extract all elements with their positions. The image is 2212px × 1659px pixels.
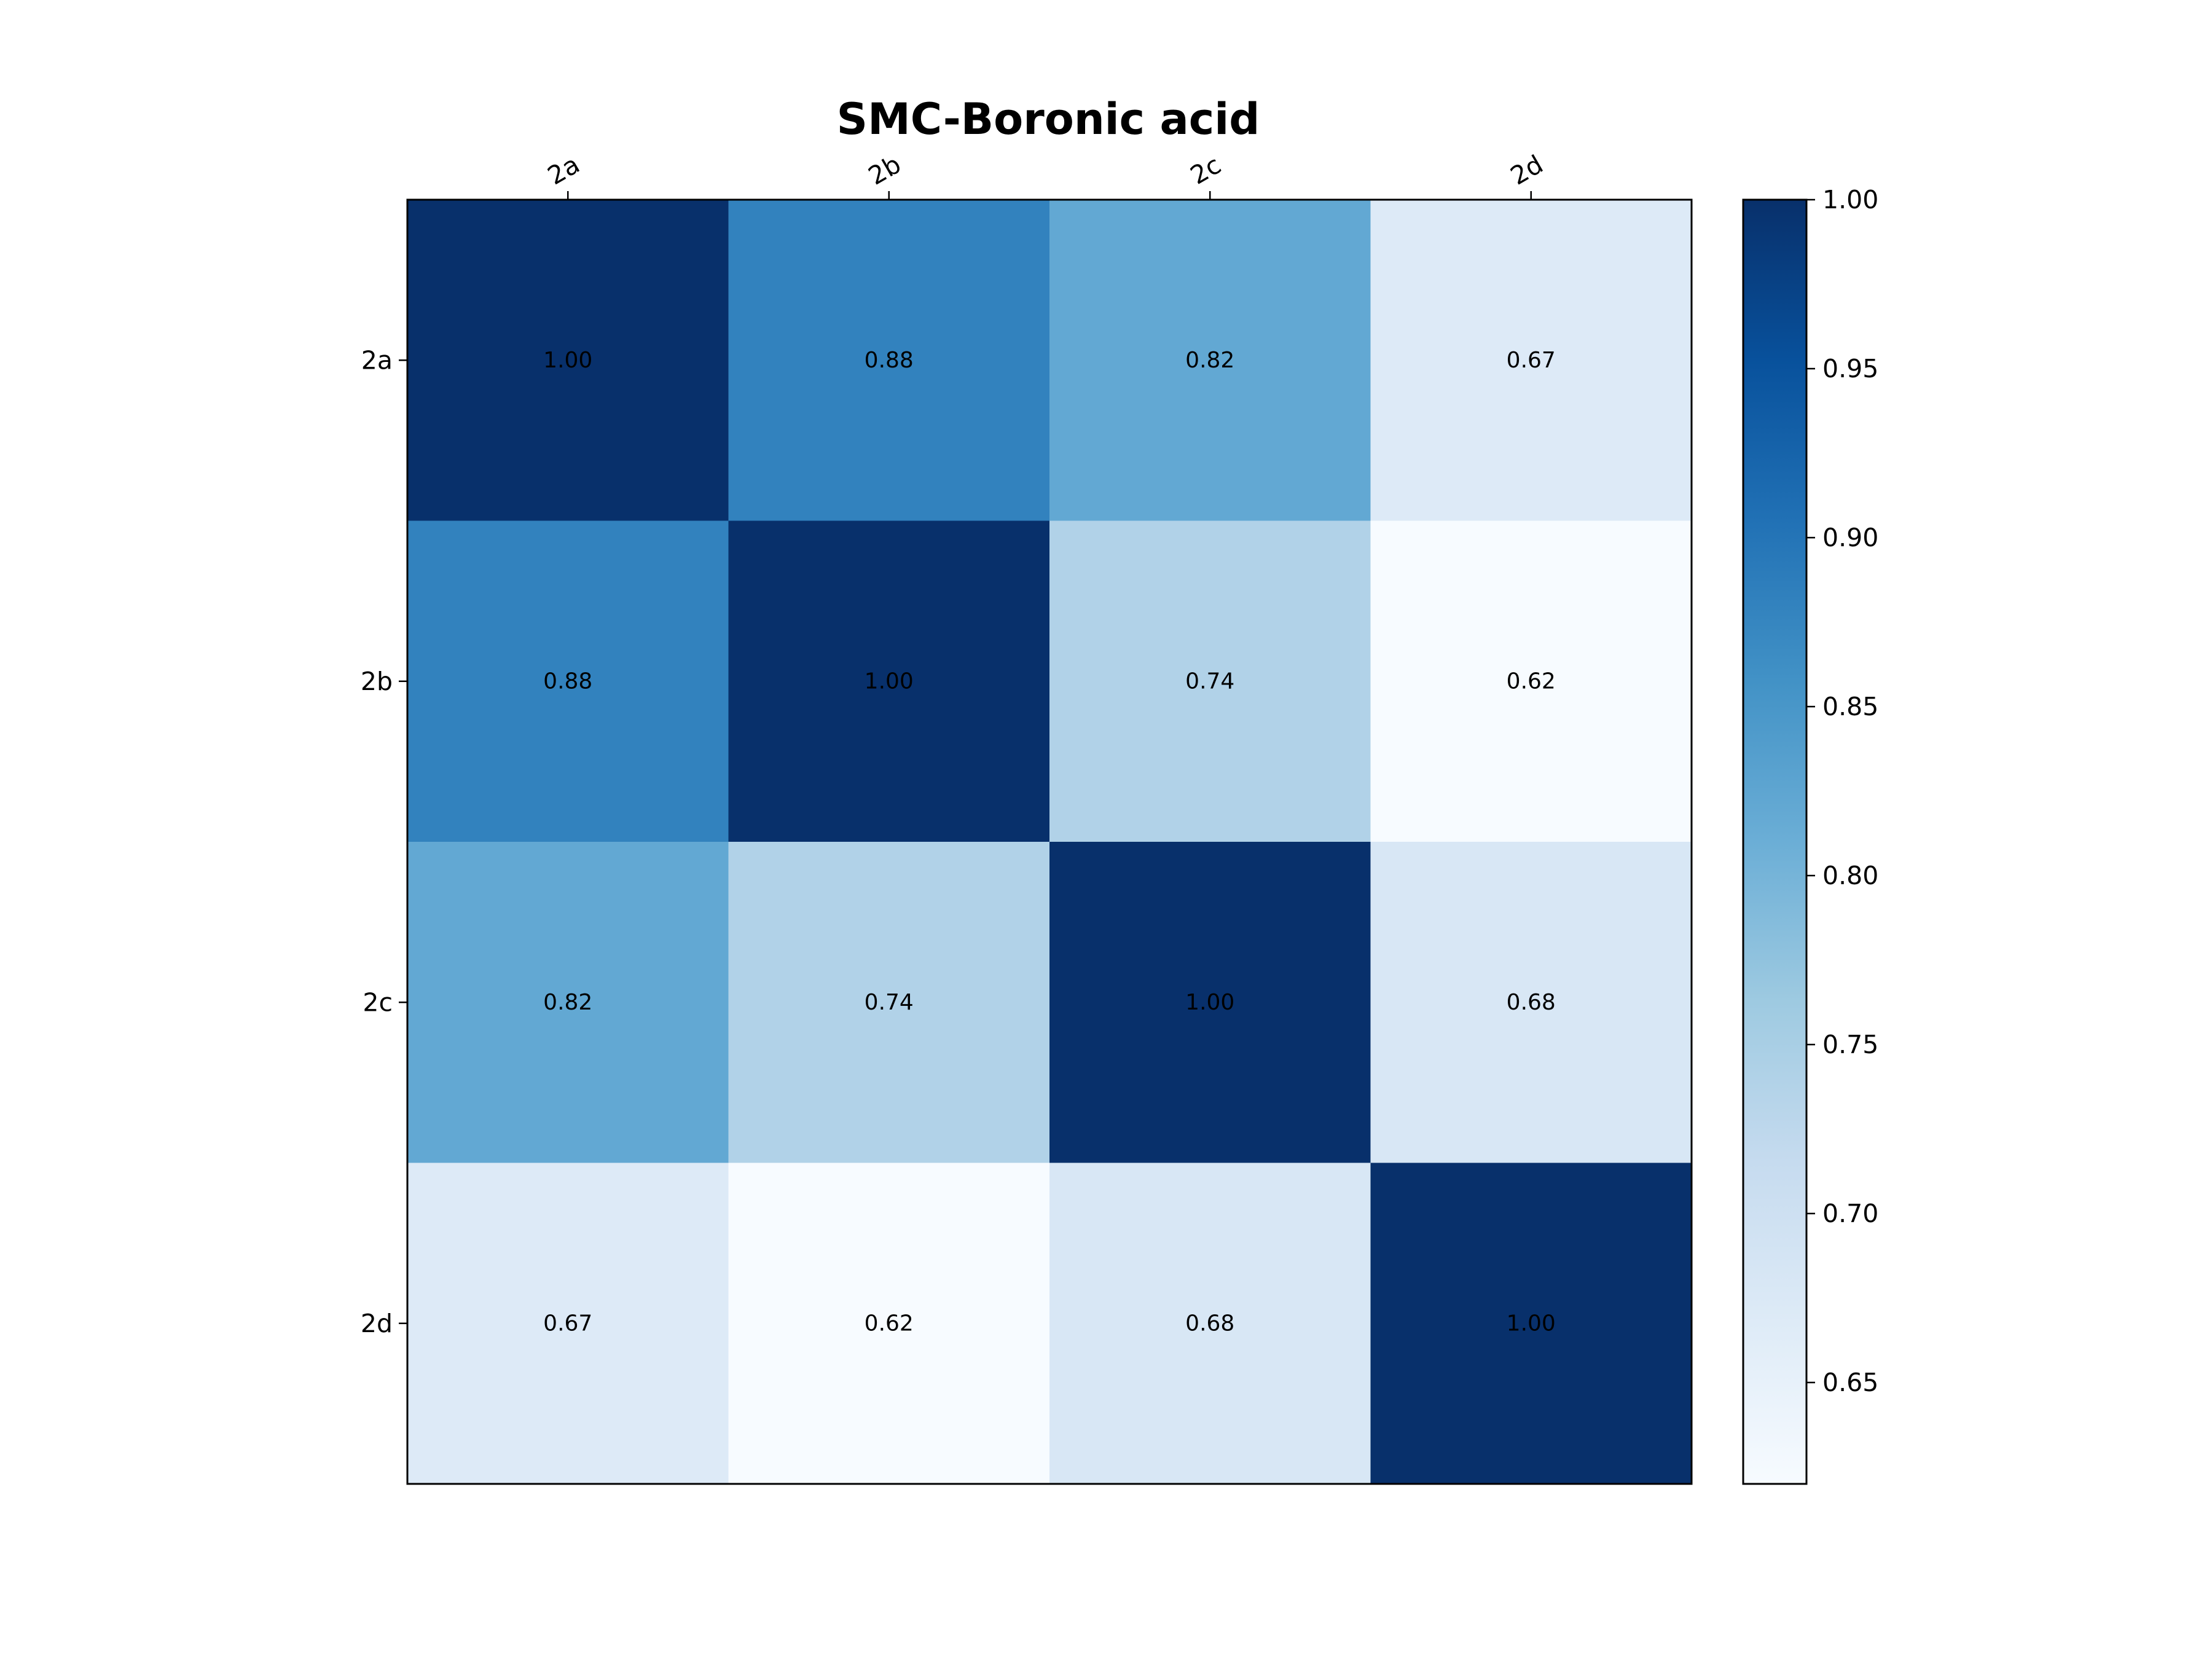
heatmap-cell [1370,520,1692,842]
heatmap-cell-label: 0.68 [1507,990,1556,1015]
colorbar-gradient-bar [1742,198,1808,1485]
heatmap-cell [728,520,1050,842]
colorbar-tick-label: 0.65 [1822,1368,1878,1397]
heatmap-cell [728,200,1050,521]
heatmap-cell [407,520,729,842]
colorbar-tick-label: 1.00 [1822,185,1878,214]
y-axis: 2a 2b 2c 2d [361,345,407,1338]
heatmap-cell-label: 0.82 [1185,348,1234,373]
y-tick-label: 2a [361,345,393,375]
heatmap-cell-label: 0.67 [1507,348,1556,373]
heatmap-cell-label: 0.62 [1507,669,1556,694]
heatmap-cell [407,842,729,1163]
chart-title: SMC-Boronic acid [837,94,1260,144]
colorbar-tick-label: 0.85 [1822,692,1878,721]
heatmap-cell [407,200,729,521]
plot-frame [406,198,1693,1485]
heatmap-cell [1049,1163,1371,1484]
heatmap-cell [728,842,1050,1163]
y-tick-label: 2c [363,987,393,1017]
heatmap-cell [1049,520,1371,842]
x-tick-label: 2d [1505,149,1548,191]
heatmap-cell-label: 0.82 [543,990,592,1015]
heatmap-cell-label: 0.74 [1185,669,1234,694]
colorbar-tick-label: 0.70 [1822,1199,1878,1228]
x-tick-label: 2c [1185,150,1226,190]
colorbar-tick-label: 0.90 [1822,523,1878,552]
heatmap-cell [1370,1163,1692,1484]
colorbar: 0.65 0.70 0.75 0.80 0.85 0.90 0.95 1.00 [1742,185,1878,1485]
heatmap-cell [1370,200,1692,521]
heatmap-cell [1049,200,1371,521]
colorbar-tick-label: 0.75 [1822,1030,1878,1059]
heatmap-cell-label: 0.62 [865,1311,914,1336]
heatmap-cell-label: 1.00 [1185,990,1234,1015]
heatmap-cell-label: 0.88 [543,669,592,694]
heatmap-cell [407,1163,729,1484]
colorbar-tick-label: 0.80 [1822,861,1878,890]
heatmap-cell [1370,842,1692,1163]
y-tick-label: 2d [361,1309,393,1338]
heatmap-cell [1049,842,1371,1163]
y-tick-label: 2b [361,667,393,696]
heatmap-cells [407,200,1692,1484]
heatmap-cell-label: 0.67 [543,1311,592,1336]
heatmap-cell-labels: 1.00 0.88 0.82 0.67 0.88 1.00 0.74 0.62 0.82 0.74… [543,348,1556,1336]
x-axis-top: 2a 2b 2c 2d [543,149,1548,200]
heatmap-cell-label: 1.00 [543,348,592,373]
heatmap-cell-label: 0.68 [1185,1311,1234,1336]
heatmap-cell-label: 1.00 [1507,1311,1556,1336]
heatmap-cell-label: 0.74 [865,990,914,1015]
colorbar-tick-label: 0.95 [1822,354,1878,383]
x-tick-label: 2b [863,149,906,191]
heatmap-cell-label: 1.00 [865,669,914,694]
heatmap-cell-label: 0.88 [865,348,914,373]
x-tick-label: 2a [543,149,584,190]
heatmap-cell [728,1163,1050,1484]
